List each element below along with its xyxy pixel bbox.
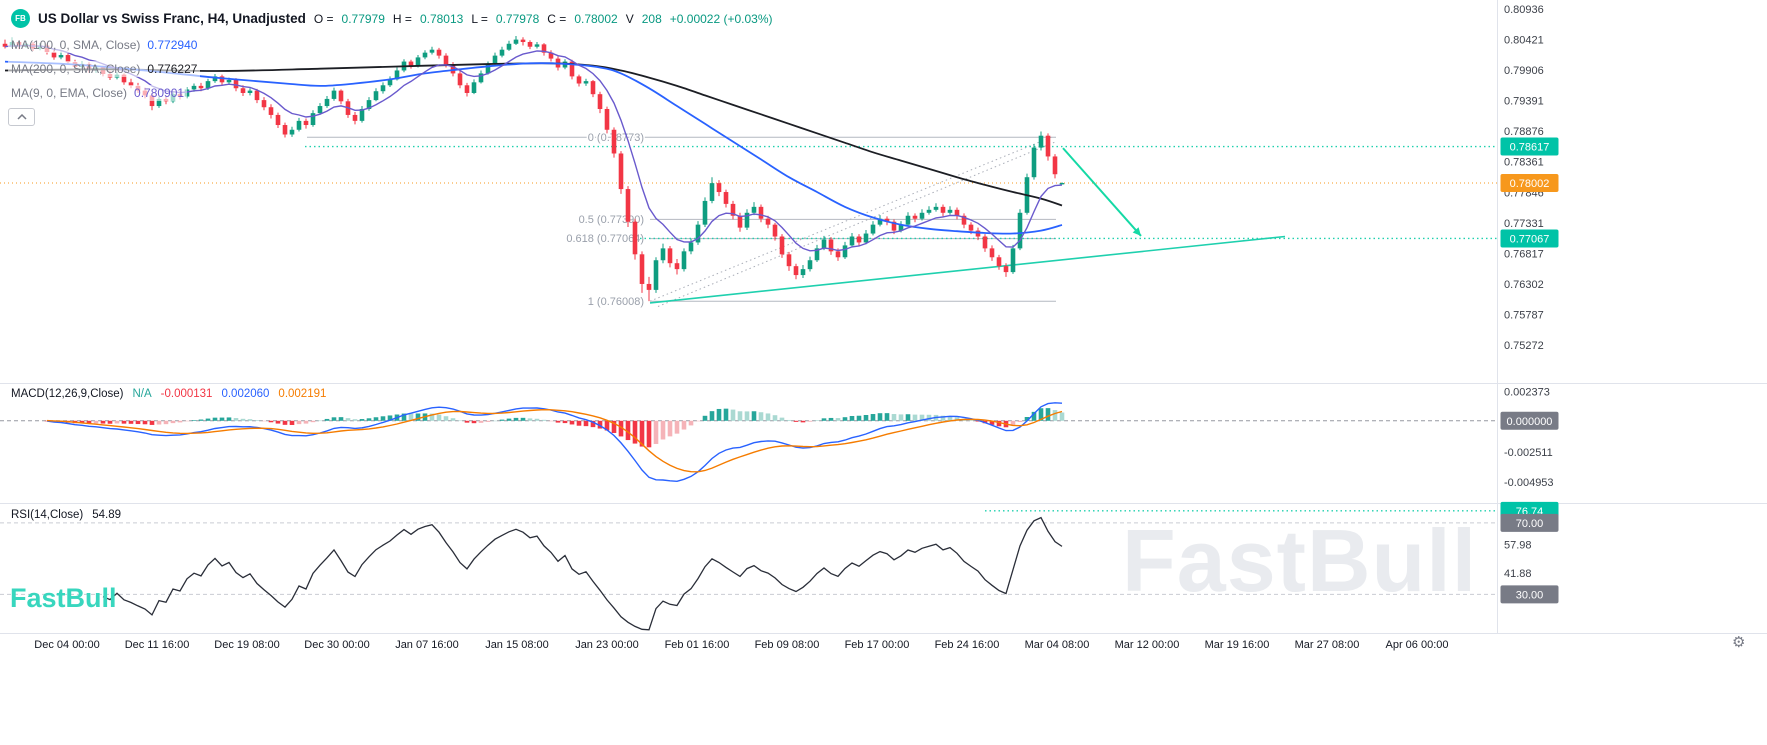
support-trendline[interactable] xyxy=(649,235,1286,304)
svg-text:41.88: 41.88 xyxy=(1504,568,1532,580)
ma100-value: 0.772940 xyxy=(147,38,198,52)
panel-separators xyxy=(0,0,1767,634)
svg-text:Dec 11 16:00: Dec 11 16:00 xyxy=(125,639,190,651)
macd-line xyxy=(46,402,1063,483)
svg-text:Mar 04 08:00: Mar 04 08:00 xyxy=(1025,639,1090,651)
ma200-value: 0.776227 xyxy=(147,62,198,76)
macd-na-value: N/A xyxy=(132,388,152,400)
svg-text:0.79391: 0.79391 xyxy=(1504,96,1544,108)
svg-text:Mar 12 00:00: Mar 12 00:00 xyxy=(1115,639,1180,651)
svg-text:Dec 04 00:00: Dec 04 00:00 xyxy=(34,639,99,651)
svg-text:0.79906: 0.79906 xyxy=(1504,65,1544,77)
svg-text:0.78876: 0.78876 xyxy=(1504,126,1544,138)
svg-text:0.80421: 0.80421 xyxy=(1504,35,1544,47)
svg-text:0.76817: 0.76817 xyxy=(1504,248,1544,260)
chevron-up-icon xyxy=(16,114,27,120)
macd-signal-value: 0.002191 xyxy=(278,388,327,400)
ohlc-readout: O = 0.77979 H = 0.78013 L = 0.77978 C = … xyxy=(314,12,773,26)
rsi-line xyxy=(102,516,1063,631)
svg-text:Feb 01 16:00: Feb 01 16:00 xyxy=(665,639,730,651)
svg-text:0.75272: 0.75272 xyxy=(1504,340,1544,352)
svg-text:70.00: 70.00 xyxy=(1516,518,1544,530)
ma100-label: MA(100, 0, SMA, Close) xyxy=(11,38,141,52)
ma200-line xyxy=(4,62,1063,207)
close-label: C = xyxy=(547,11,567,26)
macd-label: MACD(12,26,9,Close) xyxy=(11,388,124,400)
svg-text:0.78361: 0.78361 xyxy=(1504,157,1544,169)
svg-text:Dec 30 00:00: Dec 30 00:00 xyxy=(304,639,369,651)
ma100-legend: MA(100, 0, SMA, Close) 0.772940 xyxy=(8,37,201,53)
change-value: +0.00022 (+0.03%) xyxy=(669,11,773,26)
svg-text:Feb 17 00:00: Feb 17 00:00 xyxy=(845,639,910,651)
svg-text:Mar 27 08:00: Mar 27 08:00 xyxy=(1295,639,1360,651)
rsi-label: RSI(14,Close) xyxy=(11,509,84,521)
svg-text:Feb 24 16:00: Feb 24 16:00 xyxy=(935,639,1000,651)
svg-text:0.76302: 0.76302 xyxy=(1504,279,1544,291)
time-axis[interactable]: Dec 04 00:00 Dec 11 16:00 Dec 19 08:00 Dec … xyxy=(34,639,1448,651)
settings-gear-icon[interactable]: ⚙ xyxy=(1732,634,1746,651)
svg-text:0.78617: 0.78617 xyxy=(1510,142,1550,154)
ma200-legend: MA(200, 0, SMA, Close) 0.776227 xyxy=(8,61,201,77)
ma100-line xyxy=(4,60,1063,235)
svg-text:Dec 19 08:00: Dec 19 08:00 xyxy=(214,639,279,651)
macd-hist-value: -0.000131 xyxy=(160,388,213,400)
svg-text:0.77331: 0.77331 xyxy=(1504,218,1544,230)
macd-histogram xyxy=(44,408,1065,448)
low-label: L = xyxy=(471,11,488,26)
fastbull-symbol-icon: FB xyxy=(11,9,30,28)
rsi-legend: RSI(14,Close) 54.89 xyxy=(8,508,124,522)
ma200-label: MA(200, 0, SMA, Close) xyxy=(11,62,141,76)
volume-value: 208 xyxy=(641,11,662,26)
symbol-legend: FB US Dollar vs Swiss Franc, H4, Unadjus… xyxy=(8,8,776,126)
svg-text:0.75787: 0.75787 xyxy=(1504,309,1544,321)
rsi-guides xyxy=(0,510,1497,595)
ema9-value: 0.780901 xyxy=(134,86,185,100)
svg-text:Jan 15 08:00: Jan 15 08:00 xyxy=(485,639,549,651)
fib-retracement: 0 (0.78773)0.5 (0.77390)0.618 (0.77064)1… xyxy=(307,130,1056,309)
svg-text:0.618 (0.77064): 0.618 (0.77064) xyxy=(566,233,644,245)
svg-text:Mar 19 16:00: Mar 19 16:00 xyxy=(1205,639,1270,651)
high-value: 0.78013 xyxy=(419,11,464,26)
volume-label: V xyxy=(625,11,634,26)
macd-legend: MACD(12,26,9,Close) N/A -0.000131 0.0020… xyxy=(8,387,330,401)
svg-text:0.78002: 0.78002 xyxy=(1510,178,1550,190)
svg-text:0.77067: 0.77067 xyxy=(1510,233,1550,245)
fastbull-watermark-large: FastBull xyxy=(1122,511,1478,610)
svg-text:-0.004953: -0.004953 xyxy=(1504,477,1554,489)
teal-levels xyxy=(305,145,1497,240)
dotted-channel xyxy=(649,136,1057,307)
svg-text:30.00: 30.00 xyxy=(1516,589,1544,601)
svg-text:-0.002511: -0.002511 xyxy=(1504,447,1553,459)
svg-text:Feb 09 08:00: Feb 09 08:00 xyxy=(755,639,820,651)
svg-text:Jan 23 00:00: Jan 23 00:00 xyxy=(575,639,639,651)
open-value: 0.77979 xyxy=(341,11,385,26)
macd-signal-line xyxy=(46,408,1063,473)
collapse-legend-button[interactable] xyxy=(8,108,35,126)
trend-arrow[interactable] xyxy=(1062,147,1142,237)
symbol-title: US Dollar vs Swiss Franc, H4, Unadjusted xyxy=(38,11,306,26)
svg-text:Apr 06 00:00: Apr 06 00:00 xyxy=(1386,639,1449,651)
ema9-legend: MA(9, 0, EMA, Close) 0.780901 xyxy=(8,85,188,101)
svg-text:0.002373: 0.002373 xyxy=(1504,387,1550,399)
open-label: O = xyxy=(313,11,334,26)
svg-text:Jan 07 16:00: Jan 07 16:00 xyxy=(395,639,459,651)
rsi-value: 54.89 xyxy=(92,509,121,521)
close-value: 0.78002 xyxy=(574,11,618,26)
svg-text:0.000000: 0.000000 xyxy=(1507,416,1553,428)
price-axis[interactable]: 0.80936 0.80421 0.79906 0.79391 0.78876 0.783… xyxy=(1500,4,1559,604)
symbol-title-row: FB US Dollar vs Swiss Franc, H4, Unadjus… xyxy=(8,8,776,29)
svg-text:57.98: 57.98 xyxy=(1504,539,1532,551)
svg-text:1 (0.76008): 1 (0.76008) xyxy=(588,296,644,308)
ema9-label: MA(9, 0, EMA, Close) xyxy=(11,86,128,100)
macd-line-value: 0.002060 xyxy=(221,388,270,400)
svg-text:0.80936: 0.80936 xyxy=(1504,4,1544,16)
fastbull-logo: FastBull xyxy=(10,583,117,613)
low-value: 0.77978 xyxy=(495,11,540,26)
high-label: H = xyxy=(392,11,412,26)
